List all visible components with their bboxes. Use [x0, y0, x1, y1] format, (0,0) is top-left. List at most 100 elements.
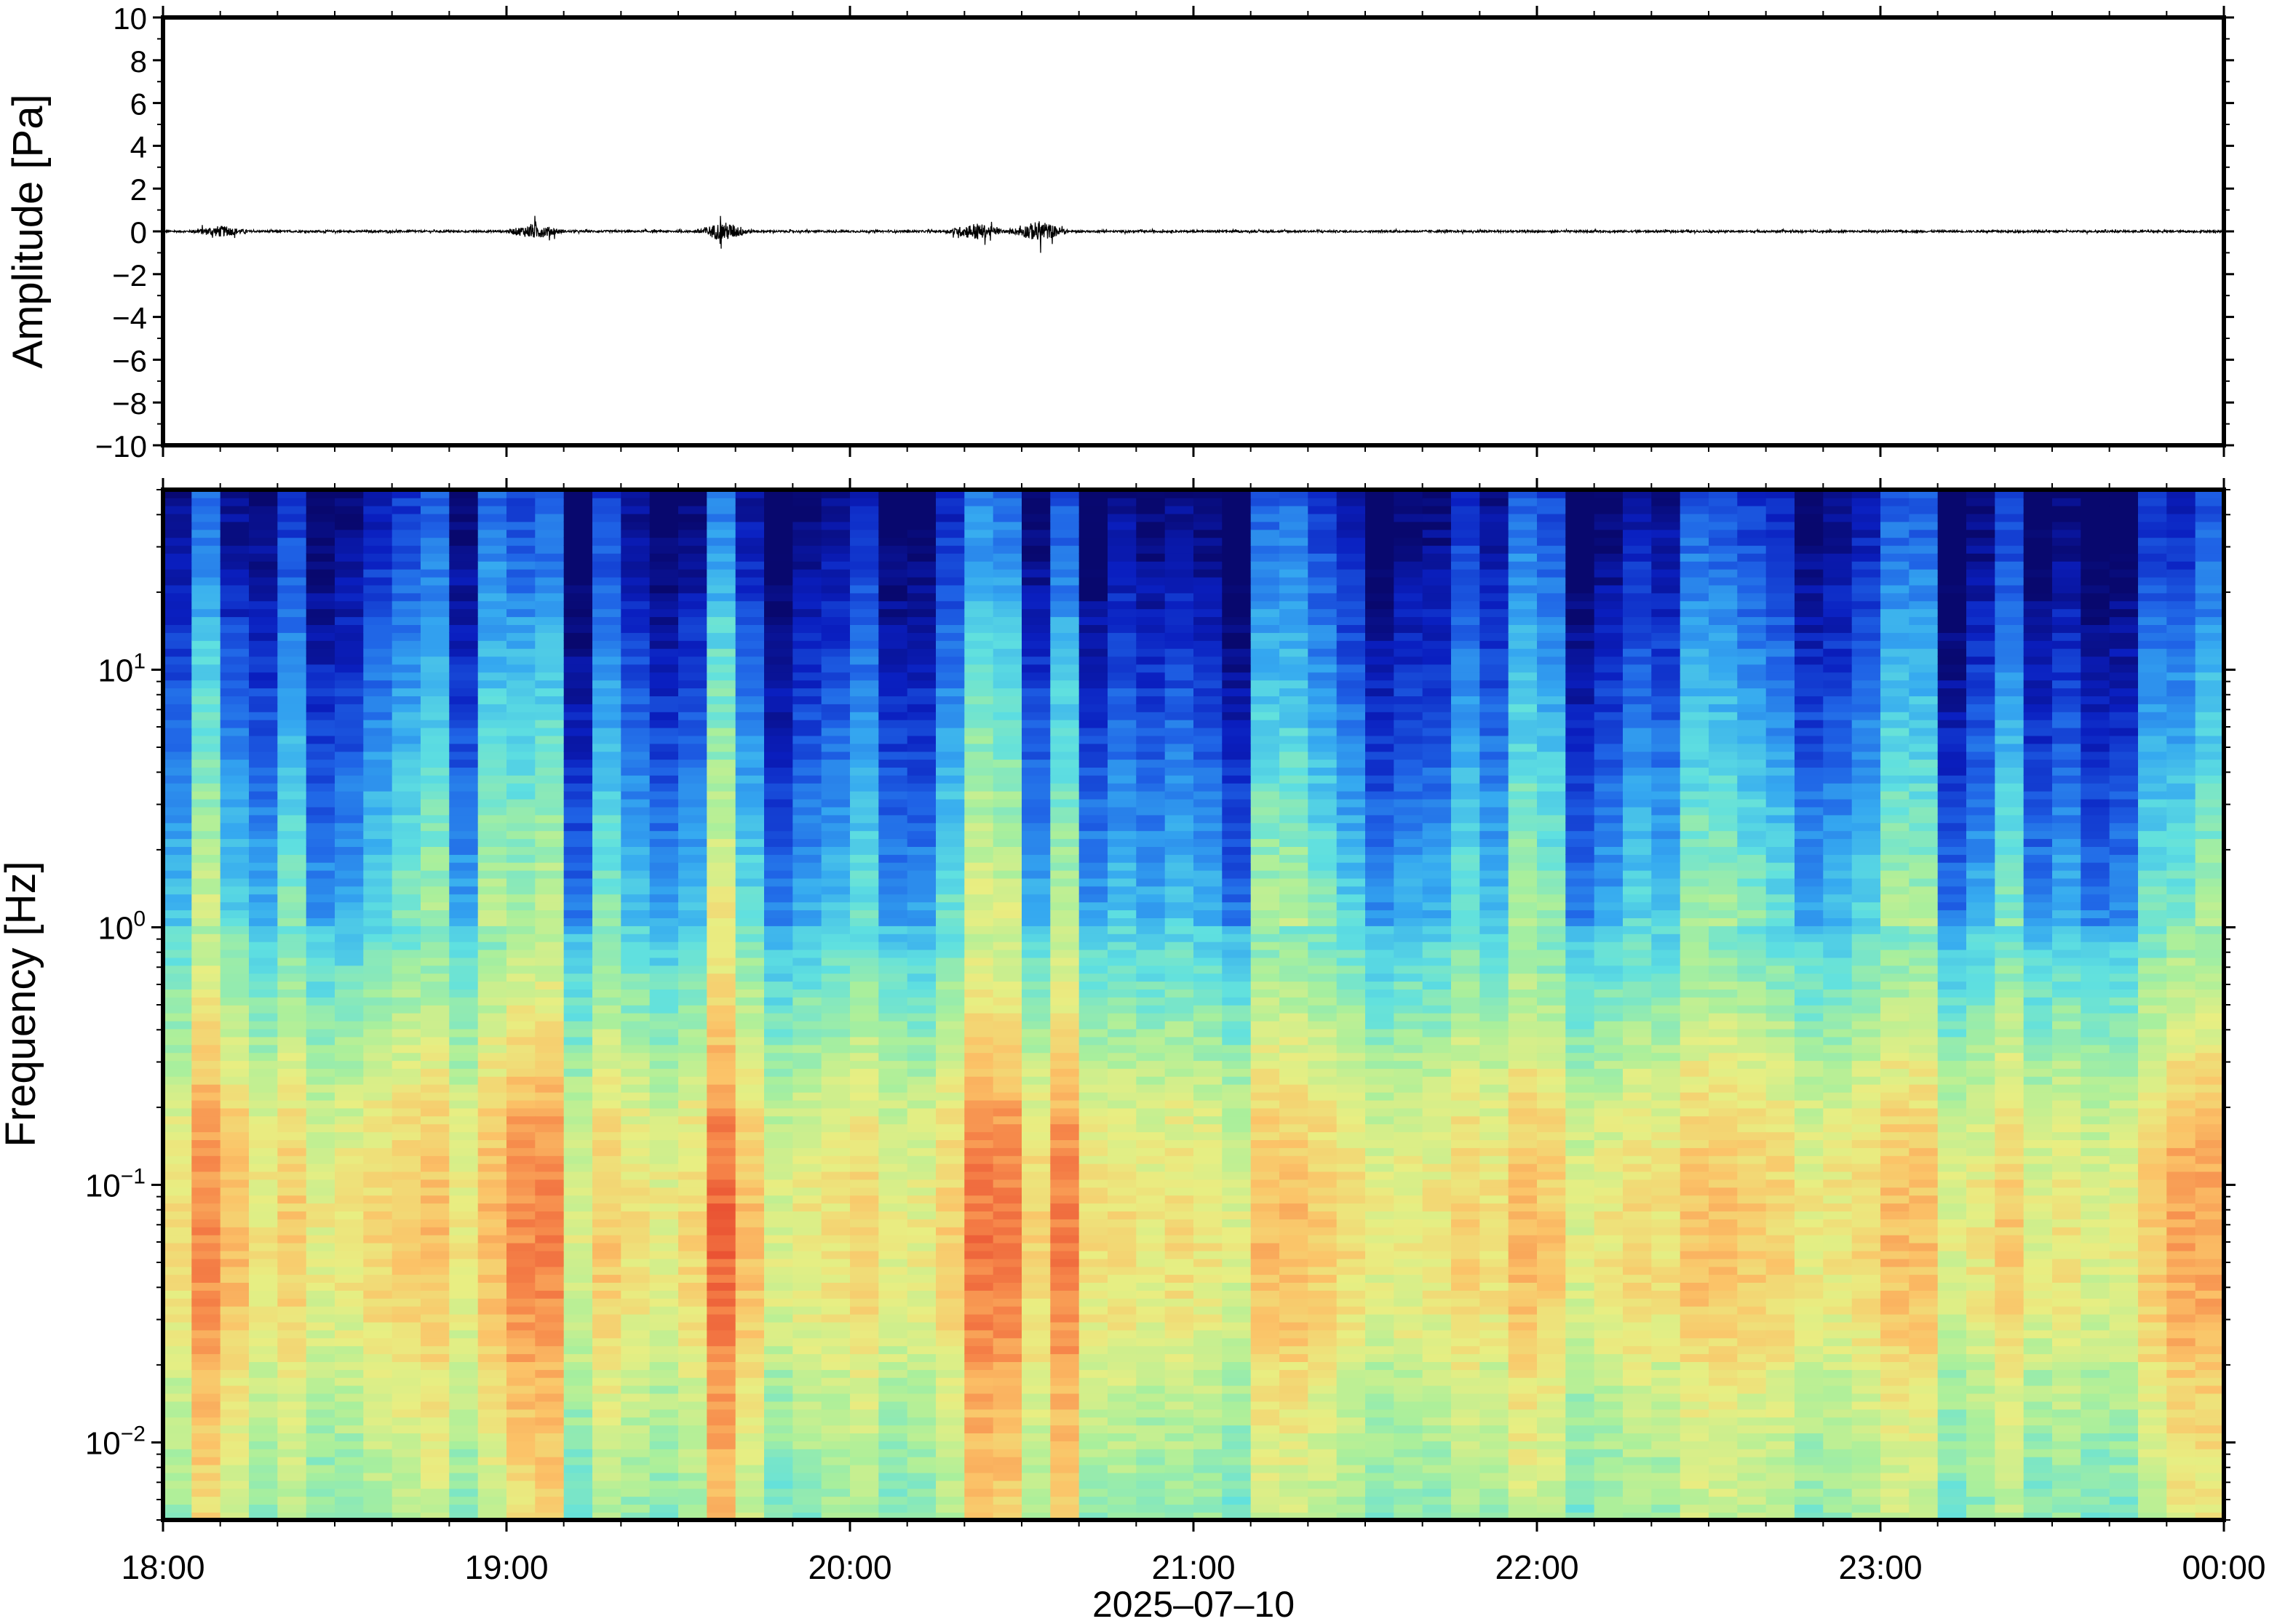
spectrogram-cell: [821, 1203, 851, 1211]
spectrogram-cell: [850, 1488, 880, 1497]
spectrogram-cell: [821, 767, 851, 776]
spectrogram-cell: [964, 1012, 994, 1022]
spectrogram-cell: [1108, 893, 1137, 903]
spectrogram-cell: [592, 553, 622, 562]
spectrogram-cell: [1164, 1028, 1194, 1038]
spectrogram-cell: [363, 1052, 393, 1062]
spectrogram-cell: [191, 1401, 221, 1410]
spectrogram-cell: [249, 1139, 279, 1148]
spectrogram-cell: [1164, 838, 1194, 847]
spectrogram-cell: [506, 869, 536, 879]
spectrogram-cell: [1108, 798, 1137, 808]
spectrogram-cell: [306, 814, 335, 824]
spectrogram-cell: [535, 783, 565, 792]
spectrogram-cell: [764, 934, 794, 942]
spectrogram-cell: [649, 688, 679, 696]
spectrogram-cell: [220, 640, 250, 649]
spectrogram-cell: [163, 1282, 193, 1291]
spectrogram-cell: [163, 1219, 193, 1227]
spectrogram-cell: [1193, 1163, 1223, 1172]
spectrogram-cell: [1050, 1504, 1080, 1513]
spectrogram-cell: [506, 822, 536, 832]
spectrogram-cell: [363, 1060, 393, 1069]
spectrogram-cell: [1164, 1187, 1194, 1196]
spectrogram-cell: [363, 926, 393, 934]
spectrogram-cell: [821, 854, 851, 863]
spectrogram-cell: [621, 1290, 651, 1299]
spectrogram-cell: [1193, 696, 1223, 704]
spectrogram-cell: [936, 712, 966, 720]
spectrogram-cell: [477, 798, 507, 808]
spectrogram-cell: [1078, 901, 1108, 911]
spectrogram-cell: [535, 608, 565, 618]
spectrogram-cell: [850, 1163, 880, 1172]
spectrogram-cell: [392, 1425, 421, 1433]
spectrogram-cell: [335, 1441, 365, 1449]
spectrogram-cell: [392, 1393, 421, 1402]
spectrogram-cell: [1136, 490, 1166, 498]
spectrogram-cell: [735, 672, 765, 681]
spectrogram-cell: [678, 1147, 708, 1156]
spectrogram-cell: [907, 616, 937, 625]
spectrogram-cell: [621, 497, 651, 506]
spectrogram-cell: [735, 934, 765, 942]
spectrogram-cell: [850, 973, 880, 982]
spectrogram-cell: [993, 1369, 1022, 1378]
spectrogram-cell: [792, 529, 822, 538]
spectrogram-cell: [449, 1321, 479, 1331]
spectrogram-cell: [563, 1211, 593, 1219]
spectrogram-cell: [363, 1361, 393, 1370]
spectrogram-cell: [936, 846, 966, 855]
spectrogram-cell: [535, 949, 565, 958]
spectrogram-cell: [191, 1242, 221, 1251]
spectrogram-cell: [1222, 1464, 1252, 1473]
spectrogram-cell: [678, 1282, 708, 1291]
spectrogram-cell: [964, 1219, 994, 1227]
spectrogram-cell: [306, 941, 335, 950]
spectrogram-cell: [506, 624, 536, 633]
spectrogram-cell: [850, 505, 880, 514]
spectrogram-cell: [1222, 1321, 1252, 1331]
spectrogram-cell: [764, 1488, 794, 1497]
spectrogram-cell: [535, 957, 565, 966]
spectrogram-cell: [1108, 704, 1137, 712]
spectrogram-cell: [306, 1115, 335, 1125]
spectrogram-cell: [1193, 712, 1223, 720]
spectrogram-cell: [1193, 1171, 1223, 1180]
spectrogram-cell: [1136, 846, 1166, 855]
spectrogram-cell: [592, 1005, 622, 1014]
spectrogram-cell: [1136, 1449, 1166, 1457]
spectrogram-cell: [821, 712, 851, 720]
spectrogram-cell: [678, 537, 708, 546]
spectrogram-cell: [249, 783, 279, 792]
spectrogram-cell: [277, 1179, 307, 1188]
spectrogram-cell: [220, 521, 250, 530]
spectrogram-cell: [792, 719, 822, 728]
spectrogram-cell: [535, 1195, 565, 1204]
spectrogram-cell: [1136, 1369, 1166, 1378]
spectrogram-cell: [506, 1504, 536, 1513]
spectrogram-cell: [1050, 1433, 1080, 1441]
spectrogram-cell: [878, 949, 908, 958]
spectrogram-cell: [678, 1163, 708, 1172]
spectrogram-cell: [477, 1456, 507, 1465]
spectrogram-cell: [592, 1052, 622, 1062]
spectrogram-cell: [764, 926, 794, 934]
spectrogram-cell: [363, 1211, 393, 1219]
spectrogram-cell: [191, 1123, 221, 1133]
spectrogram-cell: [592, 648, 622, 657]
spectrogram-cell: [707, 1147, 736, 1156]
spectrogram-cell: [506, 1187, 536, 1196]
spectrogram-cell: [678, 1496, 708, 1505]
spectrogram-cell: [907, 505, 937, 514]
spectrogram-cell: [850, 545, 880, 554]
spectrogram-cell: [335, 656, 365, 665]
spectrogram-cell: [306, 775, 335, 784]
spectrogram-cell: [563, 648, 593, 657]
spectrogram-cell: [477, 861, 507, 871]
spectrogram-cell: [649, 759, 679, 768]
spectrogram-cell: [621, 790, 651, 800]
spectrogram-cell: [392, 1028, 421, 1038]
spectrogram-cell: [821, 838, 851, 847]
spectrogram-cell: [449, 680, 479, 689]
